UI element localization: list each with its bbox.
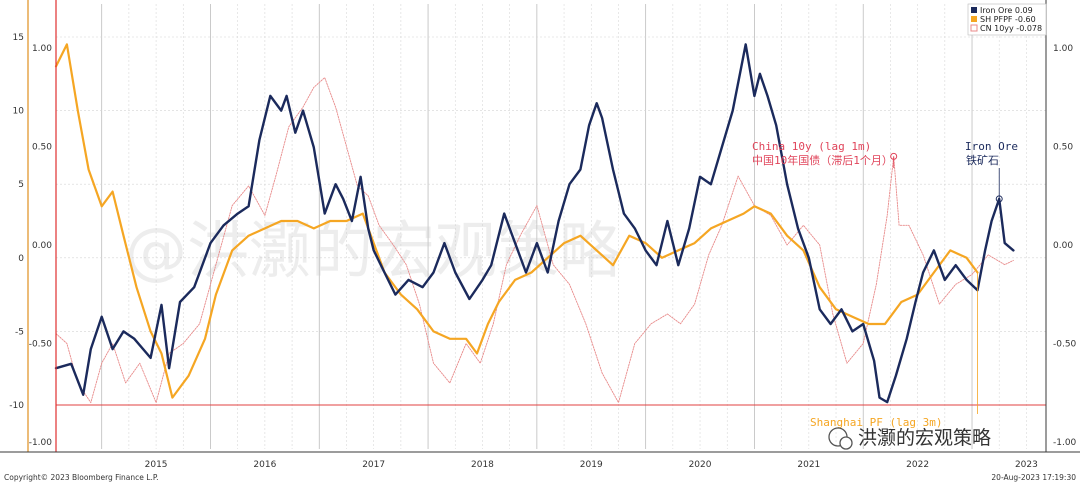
legend-swatch — [970, 24, 978, 32]
series-line-sh-pfpf — [54, 43, 979, 399]
year-tick-label: 2020 — [689, 460, 712, 470]
left-outer-tick-label: -10 — [9, 401, 24, 411]
annotations: China 10y (lag 1m) 中国10年国债（滞后1个月） Iron O… — [752, 140, 1018, 429]
gridlines — [56, 4, 1046, 449]
year-tick-label: 2016 — [253, 460, 276, 470]
legend-label: Iron Ore 0.09 — [980, 6, 1033, 15]
legend-box — [967, 3, 1047, 36]
china-10y-annotation-cn: 中国10年国债（滞后1个月） — [752, 153, 893, 167]
left-outer-tick-label: 5 — [18, 180, 24, 190]
year-tick-label: 2015 — [145, 460, 168, 470]
wechat-icon-small — [839, 436, 853, 450]
left-inner-tick-label: 1.00 — [32, 44, 52, 54]
series-line-iron-ore — [54, 43, 1015, 404]
right-tick-label: 1.00 — [1053, 44, 1073, 54]
china-marker — [890, 152, 898, 160]
legend-swatch — [971, 7, 977, 13]
year-tick-label: 2021 — [797, 460, 820, 470]
timestamp: 20-Aug-2023 17:19:30 — [991, 473, 1076, 482]
logo-text: 洪灏的宏观策略 — [858, 427, 991, 449]
year-tick-label: 2017 — [362, 460, 385, 470]
iron-marker — [995, 195, 1003, 203]
series-group — [54, 43, 1015, 404]
shanghai-pf-annotation: Shanghai PF (lag 3m) — [810, 416, 942, 429]
iron-ore-annotation: Iron Ore — [965, 140, 1018, 153]
year-tick-label: 2018 — [471, 460, 494, 470]
left-inner-tick-label: -0.50 — [29, 340, 53, 350]
left-outer-tick-label: 10 — [13, 107, 25, 117]
left-outer-tick-label: 0 — [18, 254, 24, 264]
year-tick-label: 2023 — [1015, 460, 1038, 470]
axes: 15 10 5 0 -5 -10 1.00 0.50 0.00 -0.50 -1.00 1.00 0.5… — [0, 0, 1080, 470]
year-tick-label: 2022 — [906, 460, 929, 470]
iron-ore-annotation-cn: 铁矿石 — [966, 154, 999, 167]
left-inner-tick-label: 0.50 — [32, 143, 52, 153]
china-10y-annotation: China 10y (lag 1m) — [752, 140, 871, 153]
left-inner-tick-label: 0.00 — [32, 241, 52, 251]
right-tick-label: 0.50 — [1053, 143, 1073, 153]
plot-area — [56, 4, 1046, 449]
legend-label: SH PFPF -0.60 — [980, 15, 1036, 24]
series-line-cn-10yy — [55, 77, 1014, 404]
footer: Copyright© 2023 Bloomberg Finance L.P. 2… — [4, 473, 1076, 482]
right-tick-label: -0.50 — [1053, 340, 1077, 350]
year-tick-label: 2019 — [580, 460, 603, 470]
right-tick-label: 0.00 — [1053, 241, 1073, 251]
legend-label: CN 10yy -0.078 — [980, 24, 1042, 33]
right-tick-label: -1.00 — [1053, 438, 1077, 448]
legend-swatch — [971, 16, 977, 22]
wechat-logo: 洪灏的宏观策略 — [828, 427, 991, 450]
copyright: Copyright© 2023 Bloomberg Finance L.P. — [4, 473, 159, 482]
left-inner-tick-label: -1.00 — [29, 438, 53, 448]
left-outer-tick-label: -5 — [15, 327, 24, 337]
left-outer-tick-label: 15 — [13, 33, 24, 43]
